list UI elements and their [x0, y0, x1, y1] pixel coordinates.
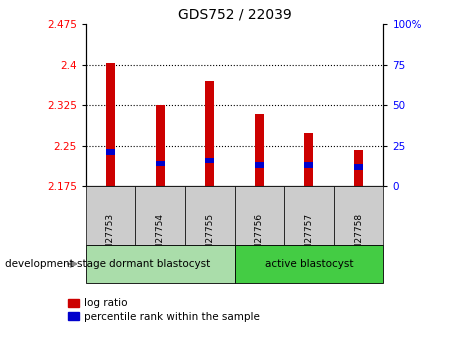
- Text: GSM27756: GSM27756: [255, 213, 264, 262]
- Text: GSM27758: GSM27758: [354, 213, 363, 262]
- Bar: [304, 162, 313, 168]
- Text: GSM27757: GSM27757: [304, 213, 313, 262]
- Bar: [106, 63, 115, 186]
- Bar: [156, 105, 165, 186]
- Text: GSM27755: GSM27755: [205, 213, 214, 262]
- Bar: [205, 81, 214, 186]
- Bar: [205, 158, 214, 163]
- Bar: [235, 245, 383, 283]
- Bar: [284, 186, 334, 245]
- Bar: [86, 245, 235, 283]
- Text: GSM27754: GSM27754: [156, 213, 165, 262]
- Bar: [235, 186, 284, 245]
- Bar: [354, 164, 363, 170]
- Bar: [255, 162, 264, 168]
- Text: dormant blastocyst: dormant blastocyst: [110, 259, 211, 269]
- Bar: [334, 186, 383, 245]
- Bar: [135, 186, 185, 245]
- Text: development stage: development stage: [5, 259, 106, 269]
- Bar: [106, 149, 115, 156]
- Bar: [185, 186, 235, 245]
- Text: active blastocyst: active blastocyst: [265, 259, 353, 269]
- Bar: [156, 161, 165, 166]
- Bar: [354, 150, 363, 186]
- Text: GSM27753: GSM27753: [106, 213, 115, 262]
- Bar: [304, 133, 313, 186]
- Bar: [86, 186, 135, 245]
- Title: GDS752 / 22039: GDS752 / 22039: [178, 8, 291, 22]
- Legend: log ratio, percentile rank within the sample: log ratio, percentile rank within the sa…: [69, 298, 260, 322]
- Bar: [255, 115, 264, 186]
